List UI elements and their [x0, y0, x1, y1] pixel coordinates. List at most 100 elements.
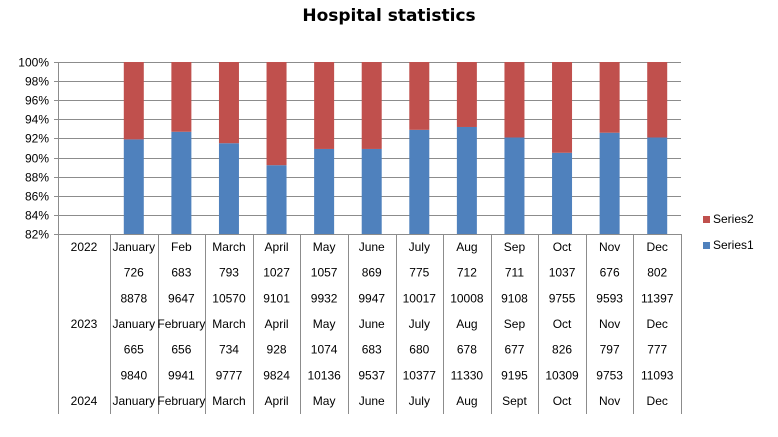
- bar-series2: [456, 62, 477, 127]
- table-cell: 869: [362, 266, 382, 280]
- y-tick-label: 98%: [25, 75, 49, 89]
- table-cell: April: [265, 317, 289, 331]
- table-cell: January: [112, 317, 155, 331]
- table-cell: March: [212, 317, 245, 331]
- table-cell: 8878: [120, 291, 147, 305]
- chart-title: Hospital statistics: [302, 6, 476, 26]
- bar-series1: [409, 129, 430, 234]
- table-cell: 775: [409, 266, 429, 280]
- bar-series2: [171, 62, 192, 132]
- table-cell: Oct: [553, 394, 572, 408]
- table-cell: 826: [552, 343, 572, 357]
- bars: [123, 62, 668, 234]
- table-cell: 793: [219, 266, 239, 280]
- y-tick-label: 100%: [18, 56, 49, 70]
- bar-series1: [456, 126, 477, 234]
- table-cell: June: [359, 317, 385, 331]
- table-cell: 1057: [311, 266, 338, 280]
- table-cell: Aug: [456, 394, 477, 408]
- table-cell: 9753: [596, 368, 623, 382]
- data-table: 2022 January Feb March April May June July Aug Se…: [71, 234, 682, 414]
- table-cell: 9932: [311, 291, 338, 305]
- table-cell: Oct: [553, 240, 572, 254]
- legend-label: Series2: [713, 212, 754, 226]
- table-cell: April: [265, 394, 289, 408]
- table-cell: March: [212, 240, 245, 254]
- table-cell: 777: [647, 343, 667, 357]
- table-cell: 797: [600, 343, 620, 357]
- table-cell: 10017: [403, 291, 437, 305]
- y-axis-ticks: 82% 84% 86% 88% 90% 92% 94% 96% 98% 100%: [18, 56, 49, 242]
- bar-series1: [314, 148, 335, 234]
- bar-series2: [504, 62, 525, 138]
- bar-series1: [599, 132, 620, 234]
- table-cell: 683: [362, 343, 382, 357]
- table-cell: Aug: [456, 240, 477, 254]
- table-cell: 712: [457, 266, 477, 280]
- table-year-label: 2022: [71, 240, 98, 254]
- legend-label: Series1: [713, 238, 754, 252]
- table-cell: 11330: [451, 368, 484, 382]
- legend-swatch: [703, 242, 710, 249]
- table-cell: 665: [124, 343, 144, 357]
- table-cell: Dec: [647, 240, 668, 254]
- table-cell: 802: [647, 266, 667, 280]
- table-cell: 10136: [307, 368, 341, 382]
- bar-series2: [409, 62, 430, 130]
- table-cell: 9840: [120, 368, 147, 382]
- y-tick-label: 82%: [25, 228, 49, 242]
- y-tick-label: 84%: [25, 209, 49, 223]
- table-cell: 9824: [263, 368, 290, 382]
- bar-series2: [647, 62, 668, 138]
- table-cell: 726: [124, 266, 144, 280]
- table-cell: February: [157, 317, 205, 331]
- table-cell: 734: [219, 343, 239, 357]
- bar-series2: [552, 62, 573, 153]
- table-cell: 9195: [501, 368, 528, 382]
- table-cell: 11093: [641, 368, 674, 382]
- table-cell: January: [112, 240, 155, 254]
- table-cell: Nov: [599, 240, 620, 254]
- table-cell: April: [265, 240, 289, 254]
- y-tick-label: 94%: [25, 113, 49, 127]
- table-cell: June: [359, 394, 385, 408]
- table-cell: Dec: [647, 317, 668, 331]
- legend: Series2 Series1: [703, 212, 754, 252]
- table-cell: 10309: [545, 368, 579, 382]
- table-cell: February: [157, 394, 205, 408]
- table-cell: Sept: [502, 394, 527, 408]
- table-cell: Aug: [456, 317, 477, 331]
- table-cell: July: [409, 240, 430, 254]
- table-cell: 677: [504, 343, 524, 357]
- y-tick-label: 92%: [25, 132, 49, 146]
- bar-series2: [266, 62, 287, 166]
- bar-series1: [504, 137, 525, 234]
- y-tick-label: 90%: [25, 152, 49, 166]
- table-cell: January: [112, 394, 155, 408]
- table-cell: 9947: [358, 291, 385, 305]
- table-cell: Dec: [647, 394, 668, 408]
- table-cell: 1027: [263, 266, 290, 280]
- y-tick-label: 88%: [25, 171, 49, 185]
- bar-series1: [552, 152, 573, 234]
- table-cell: 928: [267, 343, 287, 357]
- bar-series2: [361, 62, 382, 149]
- table-cell: 10008: [450, 291, 484, 305]
- table-cell: 9537: [358, 368, 385, 382]
- bar-series2: [218, 62, 239, 144]
- table-cell: 656: [171, 343, 191, 357]
- table-cell: 683: [171, 266, 191, 280]
- table-cell: May: [313, 317, 336, 331]
- table-cell: Sep: [504, 317, 526, 331]
- table-cell: July: [409, 317, 430, 331]
- y-tick-label: 96%: [25, 94, 49, 108]
- table-cell: Nov: [599, 394, 620, 408]
- table-cell: 9647: [168, 291, 195, 305]
- bar-series2: [123, 62, 144, 140]
- table-cell: May: [313, 394, 336, 408]
- table-cell: 10377: [403, 368, 437, 382]
- table-cell: 680: [409, 343, 429, 357]
- table-cell: July: [409, 394, 430, 408]
- bar-series1: [123, 139, 144, 234]
- table-cell: 9941: [168, 368, 195, 382]
